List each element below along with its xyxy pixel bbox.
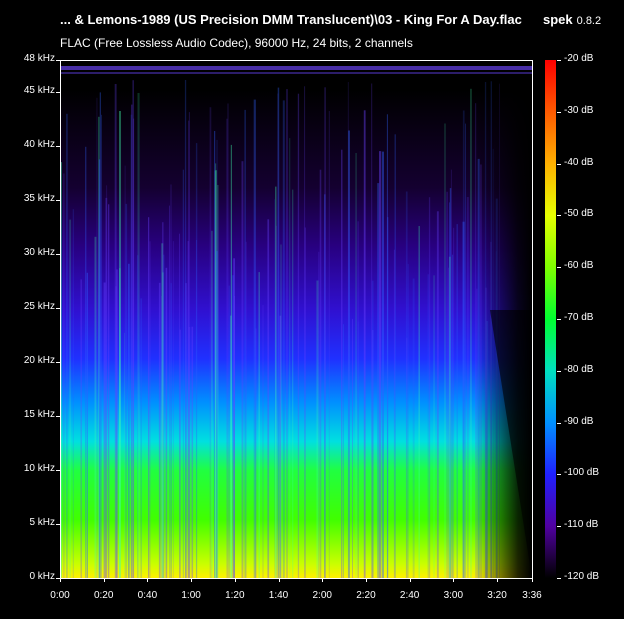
db-tick-label: -100 dB [564, 467, 600, 479]
db-tick-label: -40 dB [564, 156, 594, 168]
db-tick-label: -70 dB [564, 312, 594, 323]
app-version: 0.8.2 [576, 15, 602, 27]
db-tick-label: -20 dB [564, 53, 594, 64]
time-tick-label: 2:00 [312, 590, 332, 601]
time-tick-label: 3:20 [487, 590, 507, 601]
freq-tick-label: 48 kHz [23, 53, 55, 64]
time-tick-label: 0:20 [93, 590, 114, 601]
freq-tick-label: 15 kHz [23, 409, 55, 421]
freq-tick-label: 5 kHz [29, 517, 55, 529]
freq-tick-label: 0 kHz [29, 571, 55, 582]
app-name: spek [543, 12, 573, 27]
time-tick-label: 2:20 [356, 590, 376, 601]
db-tick-label: -60 dB [564, 260, 594, 272]
db-tick-label: -110 dB [564, 519, 599, 531]
freq-tick-label: 40 kHz [23, 139, 55, 151]
app-badge: spek 0.8.2 [543, 12, 601, 27]
db-tick-label: -120 dB [564, 571, 600, 582]
time-tick-label: 2:40 [399, 590, 420, 601]
db-tick-label: -30 dB [564, 104, 594, 116]
freq-tick-label: 20 kHz [23, 355, 55, 367]
freq-tick-label: 10 kHz [23, 463, 55, 475]
freq-tick-label: 25 kHz [23, 301, 55, 313]
freq-tick-label: 30 kHz [23, 247, 55, 259]
db-colorbar [545, 60, 556, 578]
time-tick-label: 3:36 [522, 590, 542, 601]
time-tick-label: 1:00 [181, 590, 201, 601]
time-tick-label: 1:20 [225, 590, 245, 601]
time-tick-label: 1:40 [268, 590, 289, 601]
top-band [60, 66, 532, 70]
audio-info: FLAC (Free Lossless Audio Codec), 96000 … [60, 36, 413, 50]
db-tick-label: -50 dB [564, 208, 594, 220]
spectrogram [60, 60, 532, 578]
file-title: ... & Lemons-1989 (US Precision DMM Tran… [60, 12, 522, 27]
time-tick-label: 0:00 [50, 590, 70, 601]
freq-tick-label: 35 kHz [23, 193, 55, 205]
freq-tick-label: 45 kHz [23, 85, 55, 97]
time-tick-label: 0:40 [137, 590, 158, 601]
time-tick-label: 3:00 [443, 590, 464, 601]
db-tick-label: -90 dB [564, 415, 594, 427]
db-tick-label: -80 dB [564, 363, 594, 375]
